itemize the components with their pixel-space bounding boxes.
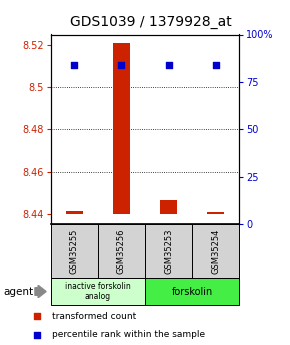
Bar [51, 224, 98, 278]
Bar [51, 278, 145, 305]
Bar [66, 210, 83, 214]
Text: agent: agent [3, 287, 33, 296]
Bar [192, 224, 239, 278]
Point [72, 62, 77, 68]
FancyArrow shape [35, 285, 46, 298]
Point [119, 62, 124, 68]
Text: GDS1039 / 1379928_at: GDS1039 / 1379928_at [70, 16, 232, 29]
Bar [160, 200, 177, 214]
Bar [145, 224, 192, 278]
Text: GSM35253: GSM35253 [164, 228, 173, 274]
Point [213, 62, 218, 68]
Text: GSM35256: GSM35256 [117, 228, 126, 274]
Bar [98, 224, 145, 278]
Text: transformed count: transformed count [52, 312, 136, 321]
Text: forskolin: forskolin [171, 287, 213, 296]
Text: GSM35255: GSM35255 [70, 228, 79, 274]
Bar [207, 212, 224, 214]
Text: GSM35254: GSM35254 [211, 228, 220, 274]
Point [224, 79, 229, 84]
Bar [145, 278, 239, 305]
Point [224, 245, 229, 250]
Point [166, 62, 171, 68]
Text: inactive forskolin
analog: inactive forskolin analog [65, 282, 131, 301]
Text: percentile rank within the sample: percentile rank within the sample [52, 330, 205, 339]
Bar [113, 43, 130, 214]
